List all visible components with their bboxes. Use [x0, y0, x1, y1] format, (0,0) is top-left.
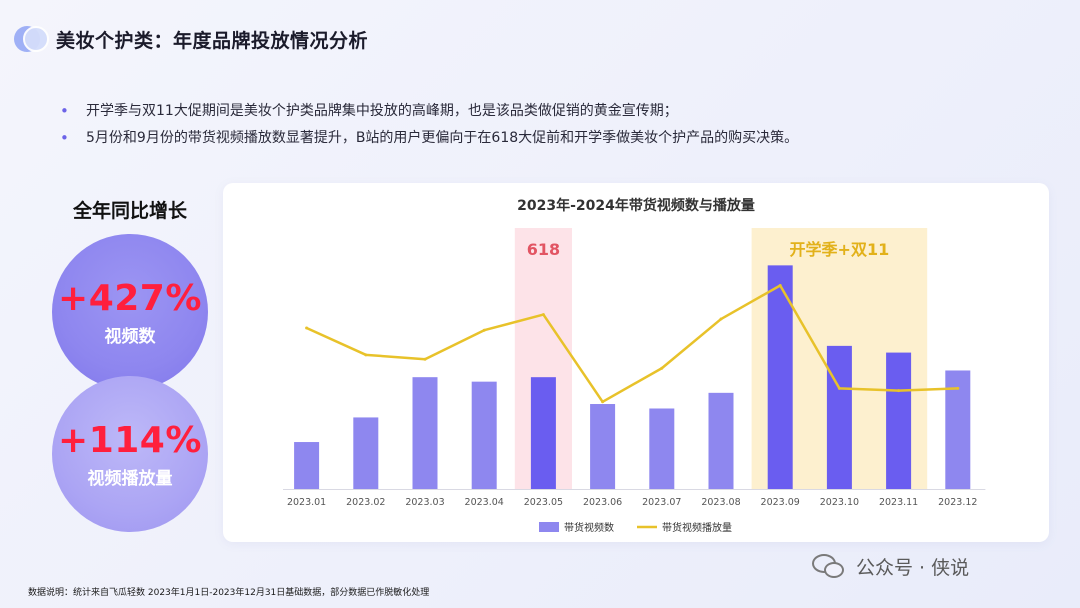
line-point	[482, 328, 486, 332]
growth-title: 全年同比增长	[72, 200, 187, 222]
x-tick-label: 2023.06	[583, 497, 622, 508]
logo-icon	[14, 24, 52, 54]
wechat-icon	[812, 552, 846, 580]
line-point	[305, 326, 309, 330]
growth-circle-videos: +427% 视频数	[52, 234, 208, 390]
growth-circle-views: +114% 视频播放量	[52, 376, 208, 532]
line-point	[364, 353, 368, 357]
chart-card: 2023年-2024年带货视频数与播放量 618 开学季+双11 2023.01 202…	[223, 183, 1049, 542]
line-point	[660, 366, 664, 370]
line-point	[423, 357, 427, 361]
line-point	[541, 313, 545, 317]
highlight-label: 618	[527, 240, 560, 259]
line-series	[306, 284, 958, 404]
growth-label: 视频播放量	[87, 468, 173, 489]
line-point	[837, 386, 841, 390]
line-point	[956, 386, 960, 390]
line-point	[601, 400, 605, 404]
bar	[826, 345, 852, 489]
line-point	[897, 389, 901, 393]
bar	[353, 417, 379, 489]
watermark: 公众号 · 侠说	[812, 552, 969, 580]
x-tick-label: 2023.01	[287, 497, 326, 508]
x-tick-label: 2023.03	[405, 497, 444, 508]
watermark-text: 公众号 · 侠说	[856, 556, 970, 579]
bar	[590, 404, 616, 489]
x-tick-label: 2023.04	[465, 497, 504, 508]
growth-value: +114%	[58, 419, 202, 461]
x-tick-label: 2023.08	[701, 497, 740, 508]
bar	[294, 442, 320, 489]
bar	[530, 377, 556, 489]
x-tick-label: 2023.05	[524, 497, 563, 508]
line-point	[778, 283, 782, 287]
bar	[649, 408, 675, 489]
x-tick-label: 2023.02	[346, 497, 385, 508]
legend-label: 带货视频播放量	[662, 521, 732, 534]
highlight-label: 开学季+双11	[790, 240, 890, 259]
x-tick-label: 2023.10	[820, 497, 859, 508]
page-header: 美妆个护类：年度品牌投放情况分析	[14, 24, 368, 54]
bar	[471, 381, 497, 489]
x-tick-label: 2023.12	[938, 497, 977, 508]
bar	[412, 377, 438, 489]
bar	[886, 352, 912, 489]
bar	[767, 265, 793, 489]
insight-list: 开学季与双11大促期间是美妆个护类品牌集中投放的高峰期，也是该品类做促销的黄金宣…	[60, 98, 798, 152]
legend-label: 带货视频数	[564, 521, 614, 534]
growth-value: +427%	[58, 277, 202, 319]
x-tick-label: 2023.11	[879, 497, 918, 508]
insight-item: 5月份和9月份的带货视频播放数显著提升，B站的用户更偏向于在618大促前和开学季…	[60, 125, 798, 152]
data-footnote: 数据说明：统计来自飞瓜轻数 2023年1月1日-2023年12月31日基础数据，…	[28, 588, 430, 598]
chart-title: 2023年-2024年带货视频数与播放量	[517, 197, 755, 214]
bar	[945, 370, 971, 489]
x-tick-label: 2023.09	[761, 497, 800, 508]
x-tick-label: 2023.07	[642, 497, 681, 508]
insight-item: 开学季与双11大促期间是美妆个护类品牌集中投放的高峰期，也是该品类做促销的黄金宣…	[60, 98, 798, 125]
growth-label: 视频数	[104, 326, 156, 347]
page-title: 美妆个护类：年度品牌投放情况分析	[56, 29, 369, 52]
bar	[708, 392, 734, 489]
combo-chart: 2023年-2024年带货视频数与播放量 618 开学季+双11 2023.01 202…	[283, 197, 986, 534]
legend-swatch-bars	[539, 522, 559, 532]
line-point	[719, 317, 723, 321]
